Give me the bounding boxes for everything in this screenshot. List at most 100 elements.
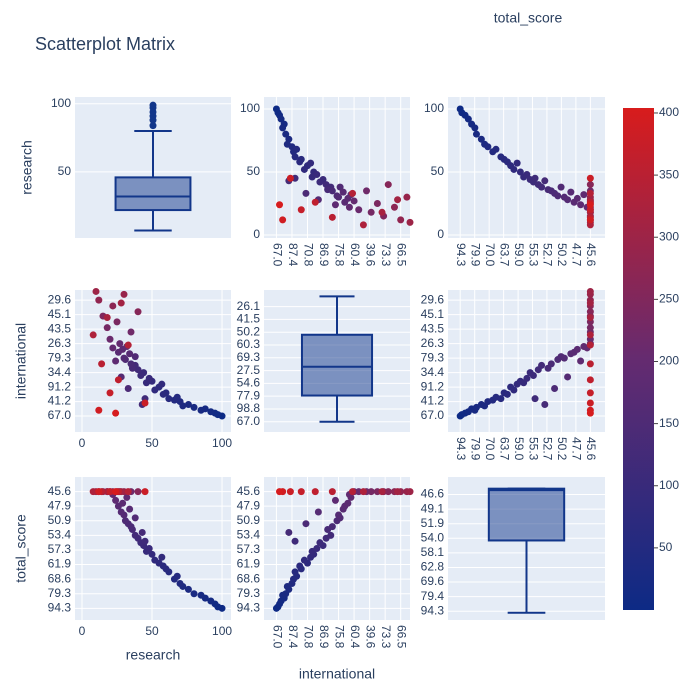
- point: [276, 488, 284, 496]
- scatter-points: [456, 105, 594, 229]
- box: [114, 101, 192, 232]
- point: [302, 520, 310, 528]
- point: [121, 517, 129, 525]
- point: [106, 389, 114, 397]
- point: [158, 553, 166, 561]
- point: [112, 409, 120, 417]
- y-tick-label: 61.9: [237, 557, 261, 571]
- y-tick-label: 53.4: [237, 528, 261, 542]
- y-tick-label: 94.3: [237, 600, 261, 614]
- colorbar-title: total_score: [494, 10, 563, 26]
- point: [95, 488, 103, 496]
- point: [293, 145, 301, 153]
- point: [286, 174, 294, 182]
- x-tick-label: 47.7: [570, 437, 584, 461]
- point: [103, 324, 111, 332]
- point: [112, 496, 120, 504]
- point: [471, 124, 479, 132]
- box: [487, 487, 566, 614]
- point: [124, 341, 132, 349]
- y-tick-label: 57.3: [237, 542, 261, 556]
- point: [302, 189, 310, 197]
- point: [586, 324, 594, 332]
- y-tick-label: 67.0: [421, 408, 445, 422]
- x-tick-label: 66.5: [395, 243, 409, 267]
- point: [311, 198, 319, 206]
- x-tick-label: 70.8: [301, 243, 315, 267]
- point: [127, 328, 135, 336]
- point: [307, 159, 315, 167]
- point: [557, 183, 565, 191]
- point: [116, 340, 124, 348]
- box: [300, 295, 374, 423]
- scatter-points: [89, 287, 226, 420]
- point: [328, 488, 336, 496]
- y-tick-label: 68.6: [48, 571, 72, 585]
- x-tick-label: 52.7: [541, 243, 555, 267]
- colorbar-tick-label: 400: [659, 105, 679, 119]
- point: [190, 590, 198, 598]
- point: [297, 488, 305, 496]
- x-tick-label: 67.0: [270, 243, 284, 267]
- y-tick-label: 50: [58, 164, 72, 178]
- point: [158, 380, 166, 388]
- point: [492, 145, 500, 153]
- point: [586, 409, 594, 417]
- y-tick-label: 51.9: [421, 516, 445, 530]
- x-tick-label: 63.7: [497, 437, 511, 461]
- point: [564, 373, 572, 381]
- point: [117, 299, 125, 307]
- point: [394, 196, 402, 204]
- point: [313, 545, 321, 552]
- x-tick-label: 55.3: [526, 243, 540, 267]
- point: [106, 488, 114, 496]
- point: [291, 153, 299, 161]
- point: [159, 390, 167, 398]
- panel-background: [264, 97, 410, 238]
- point: [577, 201, 585, 209]
- box-body: [487, 487, 566, 542]
- y-tick-label: 79.3: [421, 350, 445, 364]
- scatter-points: [272, 105, 414, 229]
- point: [344, 499, 352, 507]
- x-tick-label: 86.9: [317, 625, 331, 649]
- y-tick-label: 79.4: [421, 589, 445, 603]
- point: [586, 221, 594, 229]
- point: [120, 354, 128, 362]
- y-tick-label: 94.3: [421, 603, 445, 617]
- y-tick-label: 68.6: [237, 571, 261, 585]
- y-tick-label: 26.3: [48, 336, 72, 350]
- point: [282, 130, 290, 138]
- colorbar-tick-label: 350: [659, 167, 679, 181]
- y-tick-label: 61.9: [48, 557, 72, 571]
- point: [131, 514, 139, 522]
- point: [554, 192, 562, 200]
- point: [551, 385, 559, 393]
- colorbar-tick-label: 250: [659, 292, 679, 306]
- point: [276, 201, 284, 209]
- point: [316, 539, 324, 547]
- y-tick-label: 79.3: [48, 350, 72, 364]
- y-tick-label: 27.5: [237, 363, 261, 377]
- x-tick-label: 59.0: [512, 243, 526, 267]
- y-tick-label: 60.3: [237, 337, 261, 351]
- point: [190, 403, 198, 411]
- box-outlier: [149, 122, 157, 130]
- point: [464, 115, 472, 123]
- point: [586, 341, 594, 349]
- point: [586, 399, 594, 407]
- point: [484, 143, 492, 151]
- point: [586, 389, 594, 397]
- point: [138, 528, 146, 536]
- point: [207, 597, 215, 605]
- point: [126, 505, 134, 513]
- point: [335, 193, 343, 201]
- point: [131, 531, 139, 539]
- point: [89, 488, 97, 496]
- point: [503, 390, 511, 398]
- point: [406, 218, 414, 226]
- y-tick-label: 98.8: [237, 401, 261, 415]
- x-tick-label: 50.2: [555, 437, 569, 461]
- point: [297, 206, 305, 214]
